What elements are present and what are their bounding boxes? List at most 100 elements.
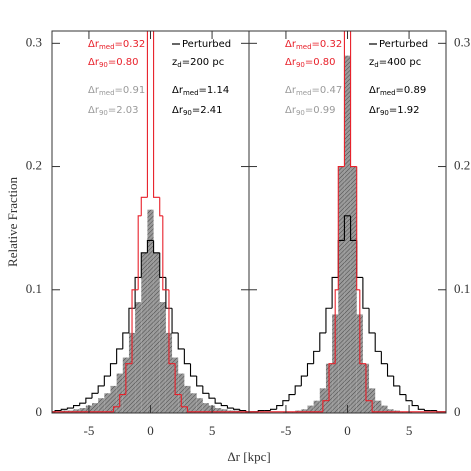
hist-bar — [196, 398, 203, 413]
hist-step — [79, 402, 86, 406]
hist-step — [399, 385, 406, 396]
hist-step — [137, 215, 142, 290]
hist-bar — [135, 302, 142, 413]
hist-bar — [92, 403, 99, 413]
annotation-base: Δr — [369, 85, 381, 96]
annotation-rest: =2.41 — [192, 105, 223, 116]
annotation-rest: =0.99 — [305, 105, 336, 116]
hist-bar — [165, 332, 173, 413]
hist-step — [128, 307, 136, 333]
annotation-rest: =0.32 — [115, 39, 146, 50]
annotation-sub: 90 — [296, 109, 305, 117]
annotation: Δrmed=0.32 — [285, 39, 342, 51]
hist-step — [174, 363, 182, 396]
annotation-base: Δr — [285, 85, 297, 96]
x-tick-label: 5 — [406, 423, 413, 438]
annotation-rest: =200 pc — [182, 57, 225, 68]
hist-step — [72, 405, 80, 409]
hist-step — [313, 350, 320, 364]
hist-bar — [301, 409, 308, 413]
annotation-sub: 90 — [99, 109, 108, 117]
annotation-sub: 90 — [183, 109, 192, 117]
hist-step — [180, 394, 188, 408]
x-tick-label: -5 — [84, 423, 95, 438]
annotation-base: z — [172, 57, 177, 68]
hist-step — [109, 363, 117, 377]
hist-bar — [221, 409, 228, 413]
hist-bar — [153, 252, 160, 413]
hist-step — [288, 393, 296, 401]
hist-step — [245, 410, 249, 413]
annotation-sub: med — [99, 89, 115, 97]
hist-step — [220, 403, 228, 407]
hist-step — [97, 385, 105, 394]
hist-step — [350, 215, 357, 242]
x-tick-label: 0 — [147, 423, 154, 438]
hist-step — [405, 394, 413, 402]
annotation: Δr90=2.41 — [172, 105, 223, 117]
hist-bar — [399, 411, 406, 413]
hist-step — [168, 289, 176, 365]
hist-step — [171, 308, 179, 334]
y-tick-label: 0.3 — [454, 34, 470, 49]
hist-bar — [147, 209, 154, 413]
hist-step — [162, 215, 169, 291]
hist-bar — [73, 409, 80, 413]
hist-bar — [178, 373, 185, 413]
annotation: Δrmed=0.32 — [88, 39, 145, 51]
hist-step — [140, 196, 148, 216]
annotation-rest: =0.89 — [396, 85, 427, 96]
annotation-rest: =0.32 — [312, 39, 343, 50]
annotation: Δrmed=0.47 — [285, 85, 342, 97]
hist-step — [103, 375, 111, 386]
annotation-base: Δr — [172, 85, 184, 96]
annotation-base: Δr — [88, 105, 100, 116]
hist-step — [122, 332, 129, 349]
y-tick-label: 0.2 — [26, 158, 42, 173]
hist-step — [300, 375, 308, 386]
hist-bar — [239, 411, 246, 413]
annotation: zd=400 pc — [369, 57, 421, 69]
y-tick-label: 0.2 — [454, 158, 470, 173]
hist-bar — [116, 373, 123, 413]
hist-step — [374, 332, 382, 352]
hist-bar — [344, 55, 351, 413]
hist-step — [356, 240, 363, 279]
hist-bar — [104, 393, 111, 413]
hist-step — [239, 409, 246, 412]
hist-step — [85, 397, 93, 404]
hist-bar — [110, 385, 117, 413]
hist-bar — [245, 411, 249, 413]
hist-step — [306, 363, 314, 377]
x-tick-label: -5 — [281, 423, 292, 438]
hist-step — [52, 411, 114, 413]
annotation-rest: =1.92 — [389, 105, 420, 116]
hist-step — [368, 308, 376, 334]
hist-step — [113, 406, 120, 412]
hist-step — [350, 31, 357, 168]
annotation-base: Δr — [369, 105, 381, 116]
annotation-rest: =0.91 — [115, 85, 146, 96]
annotation-sub: med — [99, 43, 115, 51]
annotation-base: Δr — [88, 39, 100, 50]
annotation-rest: =0.80 — [305, 57, 336, 68]
annotation-sub: d — [374, 61, 378, 69]
hist-step — [189, 363, 197, 377]
hist-bar — [202, 403, 209, 413]
hist-step — [146, 239, 154, 253]
annotation-base: Δr — [285, 39, 297, 50]
hist-step — [393, 376, 400, 387]
annotation: Δr90=0.80 — [285, 57, 336, 69]
hist-step — [282, 400, 290, 406]
annotation-base: Δr — [172, 105, 184, 116]
hist-bar — [79, 408, 86, 413]
hist-step — [131, 289, 139, 364]
hist-bar — [52, 411, 56, 413]
hist-step — [276, 405, 283, 410]
hist-step — [337, 165, 345, 290]
hist-step — [159, 197, 163, 217]
hist-step — [365, 363, 373, 402]
annotation-rest: =2.03 — [108, 105, 139, 116]
annotation: Δrmed=1.14 — [172, 85, 229, 97]
annotation-base: Δr — [88, 57, 100, 68]
